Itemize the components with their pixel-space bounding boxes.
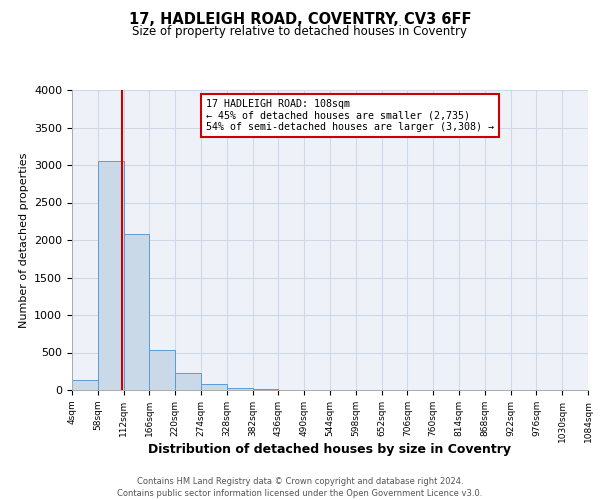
Text: 17, HADLEIGH ROAD, COVENTRY, CV3 6FF: 17, HADLEIGH ROAD, COVENTRY, CV3 6FF [129, 12, 471, 28]
Text: Size of property relative to detached houses in Coventry: Size of property relative to detached ho… [133, 25, 467, 38]
Y-axis label: Number of detached properties: Number of detached properties [19, 152, 29, 328]
Bar [72, 380, 98, 390]
Bar [201, 384, 227, 390]
Bar [175, 373, 201, 390]
Text: 17 HADLEIGH ROAD: 108sqm
← 45% of detached houses are smaller (2,735)
54% of sem: 17 HADLEIGH ROAD: 108sqm ← 45% of detach… [206, 99, 494, 132]
Bar [98, 160, 124, 390]
Bar [149, 350, 175, 390]
Text: Distribution of detached houses by size in Coventry: Distribution of detached houses by size … [149, 442, 511, 456]
Bar [124, 234, 149, 390]
Bar [227, 388, 253, 390]
Bar [253, 389, 278, 390]
Text: Contains public sector information licensed under the Open Government Licence v3: Contains public sector information licen… [118, 489, 482, 498]
Text: Contains HM Land Registry data © Crown copyright and database right 2024.: Contains HM Land Registry data © Crown c… [137, 478, 463, 486]
